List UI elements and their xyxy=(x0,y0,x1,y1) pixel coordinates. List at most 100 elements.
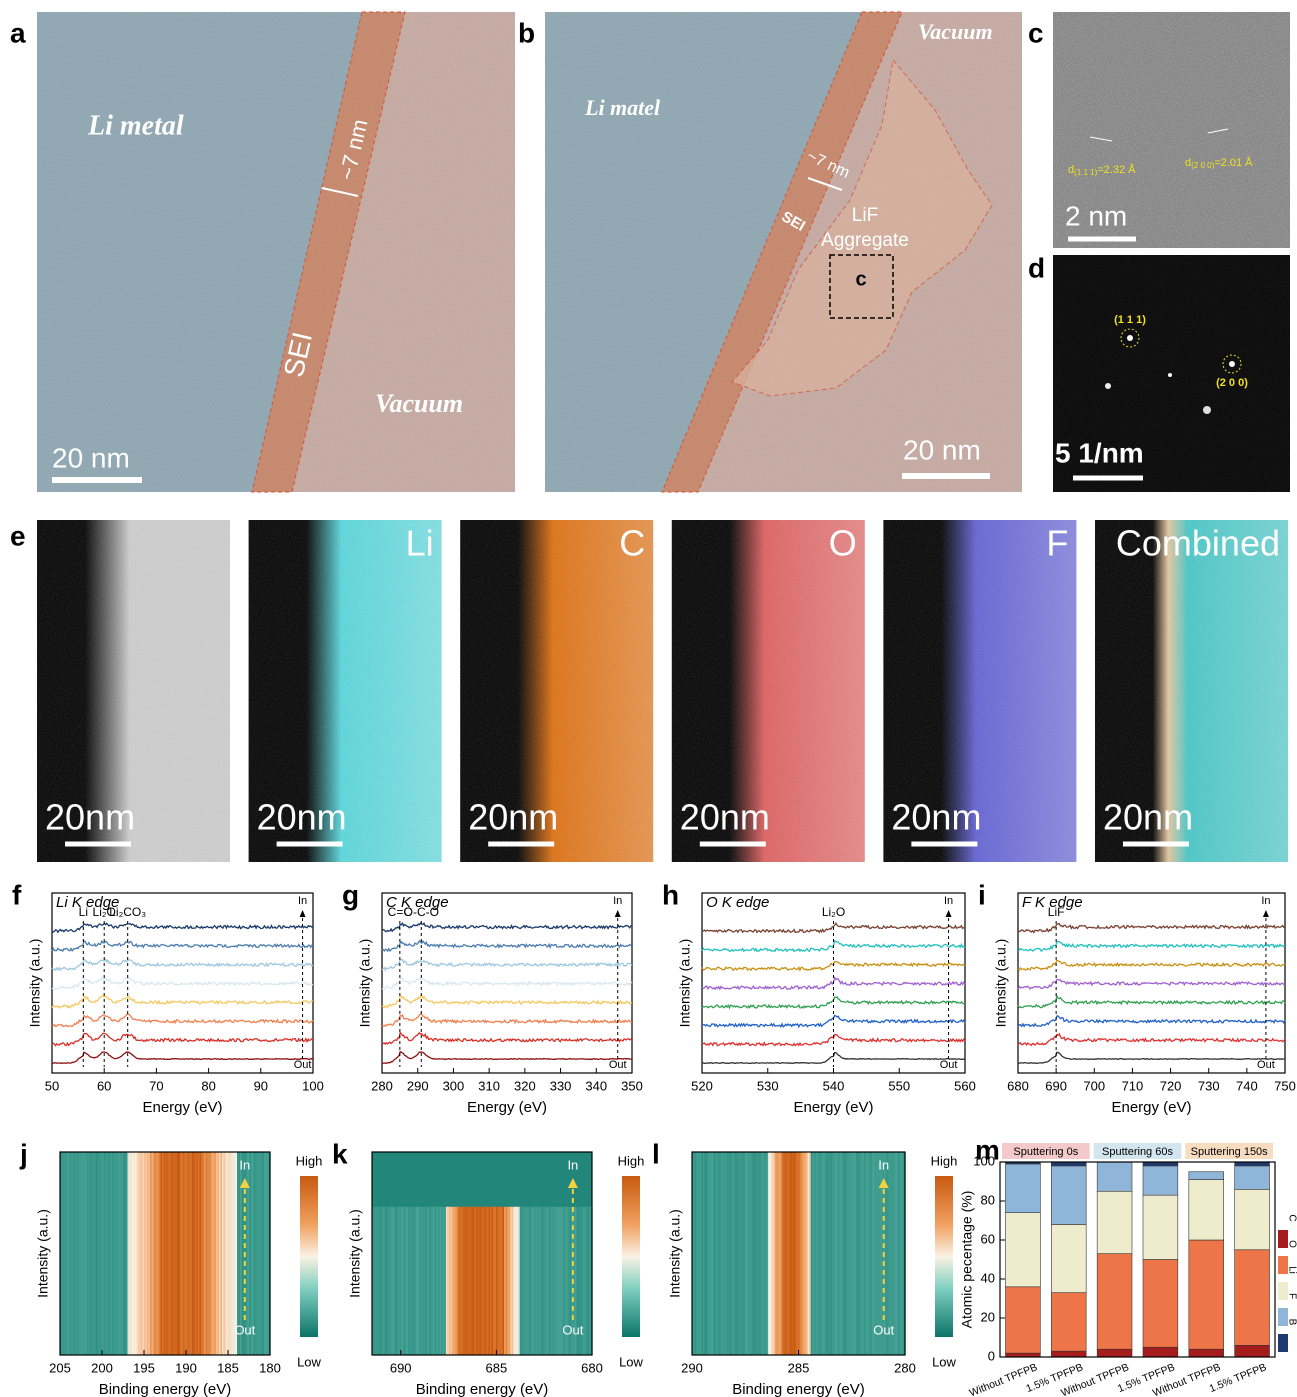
scale-bar-label: 5 1/nm xyxy=(1055,437,1144,468)
x-tick-label: 100 xyxy=(302,1078,324,1093)
scale-bar-label: 20nm xyxy=(1103,797,1193,838)
x-tick-label: 520 xyxy=(691,1078,713,1093)
charts: 5060708090100Energy (eV)Intensity (a.u.)… xyxy=(12,879,1297,1397)
panel-label: h xyxy=(662,879,679,910)
panel-a: a Li metal ~7 nm SEI Vacuum 20 nm xyxy=(10,12,515,492)
spectrum xyxy=(1018,1016,1285,1027)
x-tick-label: 690 xyxy=(390,1360,412,1375)
scale-bar-label: 20 nm xyxy=(903,434,981,465)
bar-segment xyxy=(1051,1351,1086,1357)
x-axis-label: Energy (eV) xyxy=(467,1099,547,1116)
x-tick-label: 185 xyxy=(217,1360,239,1375)
region-label: Vacuum xyxy=(918,19,993,44)
in-label: In xyxy=(298,895,307,907)
x-tick-label: 90 xyxy=(254,1078,268,1093)
panel-b: b Li matel Vacuum ~7 nm SEI LiF Aggregat… xyxy=(518,12,1022,492)
x-tick-label: 290 xyxy=(407,1078,429,1093)
colorbar-low: Low xyxy=(619,1354,643,1369)
panel-label: j xyxy=(19,1138,28,1169)
y-axis-label: Intensity (a.u.) xyxy=(667,1209,683,1298)
page: a Li metal ~7 nm SEI Vacuum 20 nm b Li m… xyxy=(0,0,1297,1397)
x-tick-label: 700 xyxy=(1083,1078,1105,1093)
legend-swatch xyxy=(1278,1334,1288,1352)
legend-label: B xyxy=(1286,1319,1297,1326)
spectrum xyxy=(52,1052,313,1063)
y-axis-label: Intensity (a.u.) xyxy=(35,1209,51,1298)
spot xyxy=(1203,406,1211,414)
x-tick-label: 50 xyxy=(45,1078,59,1093)
bar-segment xyxy=(1189,1180,1224,1240)
arrow-head xyxy=(300,910,306,917)
spectrum xyxy=(382,1014,632,1026)
spectrum xyxy=(1018,1034,1285,1046)
bar-segment xyxy=(1235,1345,1270,1357)
x-tick-label: 80 xyxy=(201,1078,215,1093)
zoom-label: c xyxy=(855,268,866,290)
out-label: Out xyxy=(1257,1059,1275,1071)
x-axis-label: Binding energy (eV) xyxy=(416,1381,549,1397)
marker-label: Li₂O xyxy=(822,905,845,919)
x-tick-label: 190 xyxy=(175,1360,197,1375)
scale-bar-label: 20nm xyxy=(680,797,770,838)
bar-segment xyxy=(1097,1191,1132,1253)
marker-label: LiF xyxy=(1048,905,1065,919)
spectrum xyxy=(52,996,313,1008)
spot-label: (2 0 0) xyxy=(1216,377,1248,389)
x-tick-label: 530 xyxy=(757,1078,779,1093)
x-axis-label: Energy (eV) xyxy=(142,1099,222,1116)
bar-segment xyxy=(1051,1166,1086,1225)
legend-label: C xyxy=(1286,1214,1297,1221)
spectrum xyxy=(1018,924,1285,933)
scale-bar-label: 20nm xyxy=(257,797,347,838)
x-tick-label: 540 xyxy=(823,1078,845,1093)
panel-label: l xyxy=(652,1138,660,1169)
panel-e: 20nmLi20nmC20nmO20nmF20nmCombined20nm xyxy=(37,520,1288,862)
bar-segment xyxy=(1143,1195,1178,1259)
bar-segment xyxy=(1189,1240,1224,1349)
arrow-head xyxy=(946,910,952,917)
x-tick-label: 180 xyxy=(259,1360,281,1375)
x-tick-label: 330 xyxy=(550,1078,572,1093)
y-tick-label: 40 xyxy=(981,1270,995,1285)
bar-segment xyxy=(1006,1164,1041,1213)
group-label: Sputtering 150s xyxy=(1191,1146,1269,1158)
x-tick-label: 690 xyxy=(1045,1078,1067,1093)
legend-label: O xyxy=(1286,1240,1297,1248)
colorbar-low: Low xyxy=(297,1354,321,1369)
marker-label: Li₂CO₃ xyxy=(109,905,146,919)
group-label: Sputtering 0s xyxy=(1013,1146,1078,1158)
scale-bar-label: 2 nm xyxy=(1065,200,1127,231)
in-label: In xyxy=(1261,895,1270,907)
bar-segment xyxy=(1235,1166,1270,1189)
spectrum xyxy=(52,1033,313,1045)
spectrum xyxy=(1018,979,1285,989)
in-label: In xyxy=(878,1157,889,1172)
bar-segment xyxy=(1051,1224,1086,1292)
bar-segment xyxy=(1051,1293,1086,1352)
x-tick-label: 685 xyxy=(485,1360,507,1375)
y-tick-label: 80 xyxy=(981,1192,995,1207)
region-label: Li matel xyxy=(584,95,661,120)
colorbar-high: High xyxy=(296,1153,323,1168)
x-tick-label: 70 xyxy=(149,1078,163,1093)
x-tick-label: 320 xyxy=(514,1078,536,1093)
x-tick-label: 680 xyxy=(581,1360,603,1375)
bar-segment xyxy=(1097,1349,1132,1357)
x-tick-label: 290 xyxy=(681,1360,703,1375)
legend-label: Li xyxy=(1286,1266,1297,1274)
panel-label: c xyxy=(1028,17,1044,48)
spectrum xyxy=(1018,941,1285,951)
x-tick-label: 710 xyxy=(1122,1078,1144,1093)
bar-segment xyxy=(1235,1250,1270,1346)
colorbar xyxy=(622,1176,640,1337)
spot xyxy=(1105,383,1111,389)
bar-segment xyxy=(1097,1254,1132,1350)
spot xyxy=(1127,335,1133,341)
x-tick-label: 205 xyxy=(49,1360,71,1375)
spacing: =2.32 Å xyxy=(1097,163,1136,176)
out-label: Out xyxy=(873,1322,894,1337)
in-label: In xyxy=(944,895,953,907)
colorbar xyxy=(300,1176,318,1337)
x-tick-label: 310 xyxy=(478,1078,500,1093)
spectrum xyxy=(52,923,313,932)
